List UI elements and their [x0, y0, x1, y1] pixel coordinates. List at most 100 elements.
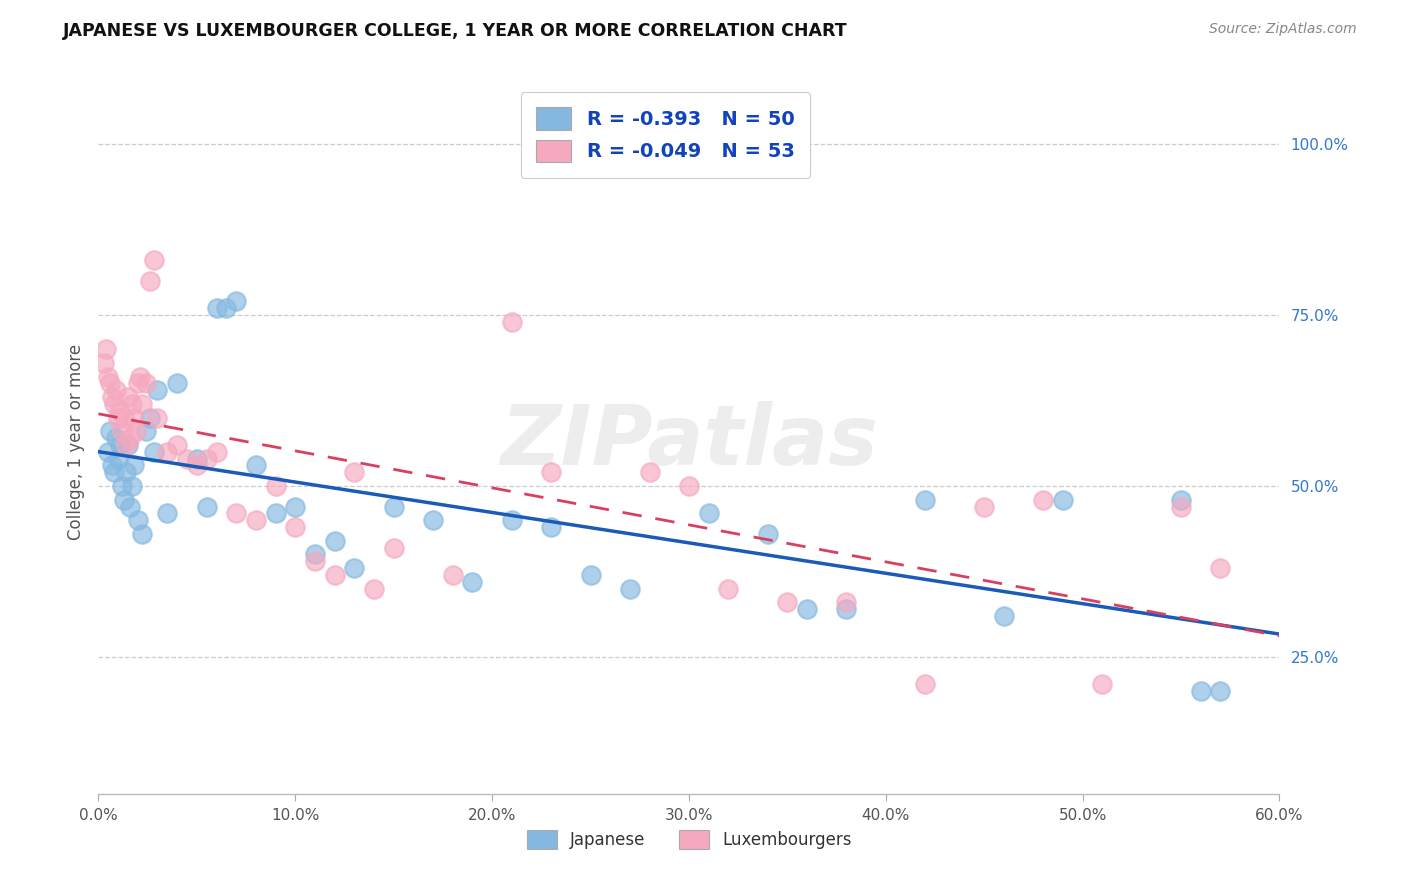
Point — [540, 466, 562, 480]
Point — [225, 294, 247, 309]
Point — [176, 451, 198, 466]
Point — [215, 301, 238, 315]
Point — [96, 342, 118, 356]
Point — [323, 533, 346, 548]
Point — [540, 520, 562, 534]
Point — [101, 390, 124, 404]
Point — [619, 582, 641, 596]
Point — [756, 527, 779, 541]
Point — [186, 458, 208, 473]
Point — [135, 376, 157, 391]
Point — [135, 424, 157, 438]
Point — [121, 479, 143, 493]
Point — [717, 582, 740, 596]
Point — [638, 466, 661, 480]
Point — [166, 438, 188, 452]
Point — [323, 568, 346, 582]
Point — [131, 397, 153, 411]
Point — [697, 507, 720, 521]
Point — [1189, 684, 1212, 698]
Point — [125, 424, 148, 438]
Point — [138, 274, 160, 288]
Point — [105, 431, 128, 445]
Point — [422, 513, 444, 527]
Point — [107, 451, 129, 466]
Point — [245, 513, 267, 527]
Point — [501, 315, 523, 329]
Point — [117, 390, 139, 404]
Point — [1170, 500, 1192, 514]
Point — [101, 458, 124, 473]
Point — [156, 507, 179, 521]
Legend: Japanese, Luxembourgers: Japanese, Luxembourgers — [520, 823, 858, 856]
Point — [1032, 492, 1054, 507]
Point — [973, 500, 995, 514]
Point — [142, 445, 165, 459]
Point — [678, 479, 700, 493]
Point — [118, 500, 141, 514]
Point — [343, 561, 366, 575]
Point — [138, 410, 160, 425]
Point — [115, 466, 138, 480]
Point — [118, 431, 141, 445]
Point — [131, 527, 153, 541]
Point — [1170, 492, 1192, 507]
Point — [501, 513, 523, 527]
Point — [284, 500, 307, 514]
Point — [1209, 561, 1232, 575]
Point — [121, 397, 143, 411]
Point — [122, 458, 145, 473]
Point — [111, 479, 134, 493]
Point — [146, 383, 169, 397]
Point — [205, 301, 228, 315]
Point — [245, 458, 267, 473]
Point — [112, 410, 135, 425]
Y-axis label: College, 1 year or more: College, 1 year or more — [66, 343, 84, 540]
Point — [382, 541, 405, 555]
Point — [107, 410, 129, 425]
Point — [122, 410, 145, 425]
Point — [108, 438, 131, 452]
Point — [776, 595, 799, 609]
Point — [98, 376, 121, 391]
Point — [142, 253, 165, 268]
Point — [93, 356, 115, 370]
Point — [108, 403, 131, 417]
Point — [264, 479, 287, 493]
Point — [127, 376, 149, 391]
Point — [97, 445, 120, 459]
Point — [441, 568, 464, 582]
Point — [304, 554, 326, 568]
Point — [1091, 677, 1114, 691]
Point — [112, 492, 135, 507]
Point — [115, 438, 138, 452]
Point — [382, 500, 405, 514]
Point — [117, 438, 139, 452]
Point — [284, 520, 307, 534]
Point — [195, 500, 218, 514]
Point — [103, 466, 125, 480]
Point — [166, 376, 188, 391]
Point — [97, 369, 120, 384]
Point — [304, 548, 326, 562]
Point — [343, 466, 366, 480]
Text: Source: ZipAtlas.com: Source: ZipAtlas.com — [1209, 22, 1357, 37]
Point — [146, 410, 169, 425]
Point — [461, 574, 484, 589]
Point — [205, 445, 228, 459]
Point — [111, 424, 134, 438]
Point — [914, 492, 936, 507]
Point — [98, 424, 121, 438]
Point — [363, 582, 385, 596]
Point — [835, 595, 858, 609]
Point — [225, 507, 247, 521]
Point — [105, 383, 128, 397]
Point — [1209, 684, 1232, 698]
Point — [796, 602, 818, 616]
Text: JAPANESE VS LUXEMBOURGER COLLEGE, 1 YEAR OR MORE CORRELATION CHART: JAPANESE VS LUXEMBOURGER COLLEGE, 1 YEAR… — [63, 22, 848, 40]
Point — [186, 451, 208, 466]
Point — [103, 397, 125, 411]
Text: ZIPatlas: ZIPatlas — [501, 401, 877, 482]
Point — [914, 677, 936, 691]
Point — [579, 568, 602, 582]
